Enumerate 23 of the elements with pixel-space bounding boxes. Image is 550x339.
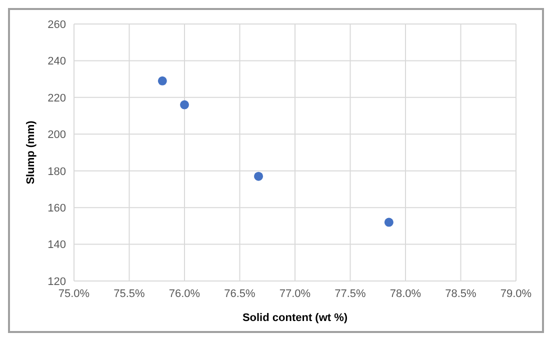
y-tick-label: 220 [48,92,66,104]
y-tick-label: 240 [48,56,66,68]
x-tick-label: 75.0% [58,288,90,300]
x-tick-label: 77.5% [334,288,366,300]
y-tick-label: 140 [48,239,66,252]
x-tick-label: 77.0% [279,288,311,300]
point [384,218,394,227]
y-tick-label: 120 [48,276,66,288]
y-tick-label: 180 [48,166,66,178]
point [158,76,167,86]
x-tick-label: 76.5% [224,288,256,300]
point [254,172,264,181]
x-tick-label: 76.0% [168,288,200,300]
x-tick-label: 78.5% [445,288,477,300]
point [180,100,189,110]
x-tick-label: 79.0% [500,288,532,300]
x-tick-label: 75.5% [114,288,146,300]
x-axis-title: Solid content (wt %) [242,312,348,324]
y-axis-title: Slump (mm) [24,120,37,184]
x-tick-label: 78.0% [390,288,422,300]
y-tick-label: 200 [48,129,66,142]
y-tick-label: 160 [48,202,66,214]
y-tick-label: 260 [48,18,66,31]
